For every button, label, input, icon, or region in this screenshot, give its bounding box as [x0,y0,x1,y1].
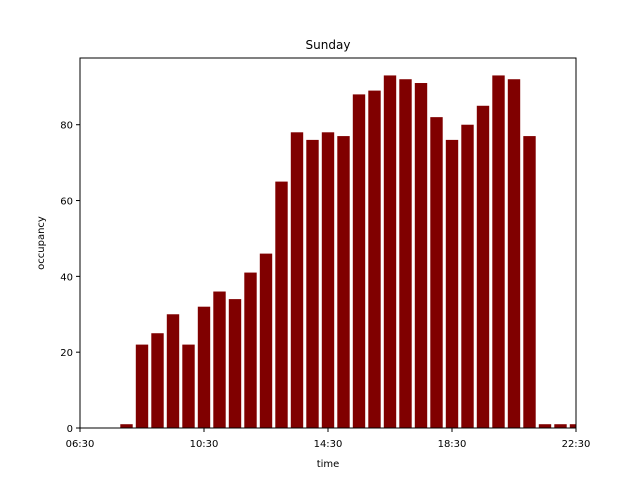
bar-0900 [151,333,164,428]
y-axis-ticks: 0 20 40 60 80 [60,121,80,435]
x-tick-label: 18:30 [438,439,467,450]
bar-2030 [507,79,521,428]
y-tick-label: 60 [60,197,73,208]
bar-2130 [538,424,552,428]
bar-1600 [368,90,381,428]
y-axis-label: occupancy [36,216,47,270]
bar-1430 [321,132,335,429]
bar-1800 [430,117,443,428]
bar-0930 [166,314,180,428]
bar-1900 [461,124,474,428]
x-tick-label: 14:30 [314,439,343,450]
x-tick-label: 10:30 [190,439,219,450]
bar-series [120,75,576,429]
bar-2000 [492,75,505,428]
bar-1330 [290,132,304,429]
bar-2100 [523,136,536,428]
bar-2200 [554,424,567,428]
y-tick-label: 20 [60,348,73,359]
bar-1000 [182,344,195,428]
bar-1500 [337,136,350,428]
bar-1130 [228,299,242,428]
bar-1700 [399,79,412,428]
bar-0830 [135,344,149,428]
bar-1830 [445,139,459,428]
x-tick-label: 22:30 [562,439,591,450]
bar-1400 [306,139,319,428]
chart-title: Sunday [306,38,351,52]
x-axis-ticks: 06:30 10:30 14:30 18:30 22:30 [66,428,591,450]
bar-1200 [244,272,257,428]
y-tick-label: 40 [60,272,73,283]
bar-1230 [259,253,273,428]
bar-1930 [476,105,490,429]
y-tick-label: 80 [60,121,73,132]
bar-1030 [197,306,211,428]
bar-1730 [414,83,428,429]
bar-1530 [352,94,366,428]
y-tick-label: 0 [67,424,73,435]
bar-1300 [275,181,288,428]
bar-1100 [213,291,226,428]
bar-0800 [120,424,133,428]
x-tick-label: 06:30 [66,439,95,450]
x-axis-label: time [317,459,340,470]
bar-1630 [383,75,397,428]
bar-2230 [569,424,576,428]
